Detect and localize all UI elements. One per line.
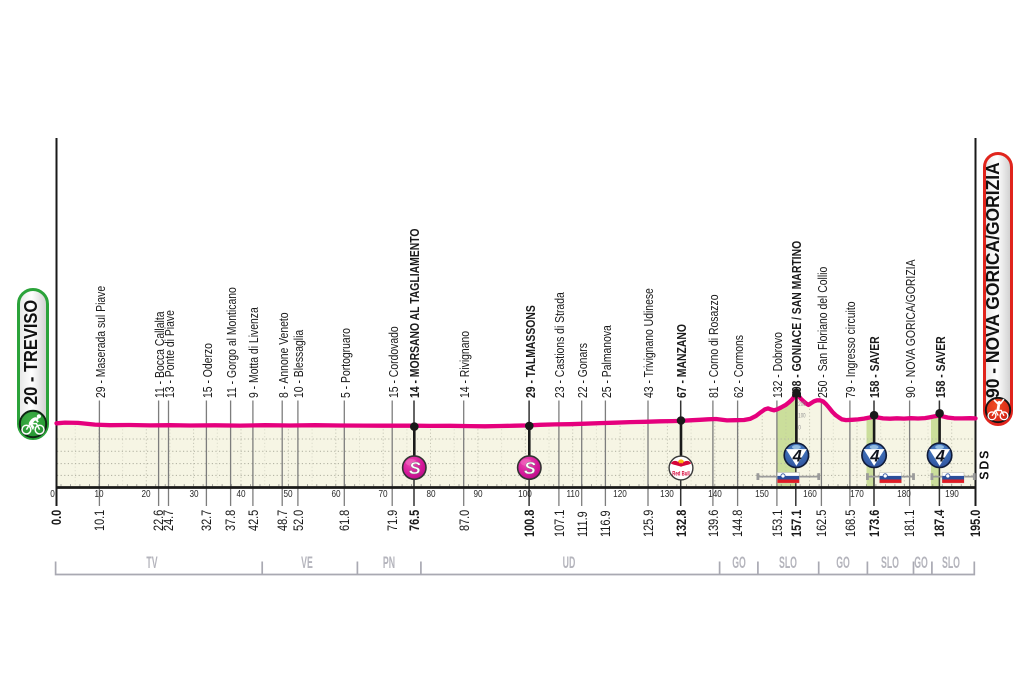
svg-text:4: 4 bbox=[935, 448, 945, 466]
svg-text:0: 0 bbox=[798, 425, 801, 432]
svg-text:4: 4 bbox=[792, 448, 802, 466]
svg-text:Red Bull: Red Bull bbox=[672, 471, 690, 478]
svg-text:4: 4 bbox=[869, 448, 879, 466]
svg-text:100: 100 bbox=[798, 413, 805, 420]
svg-text:S: S bbox=[409, 458, 421, 478]
svg-text:S: S bbox=[524, 458, 536, 478]
svg-text:200: 200 bbox=[798, 401, 805, 408]
